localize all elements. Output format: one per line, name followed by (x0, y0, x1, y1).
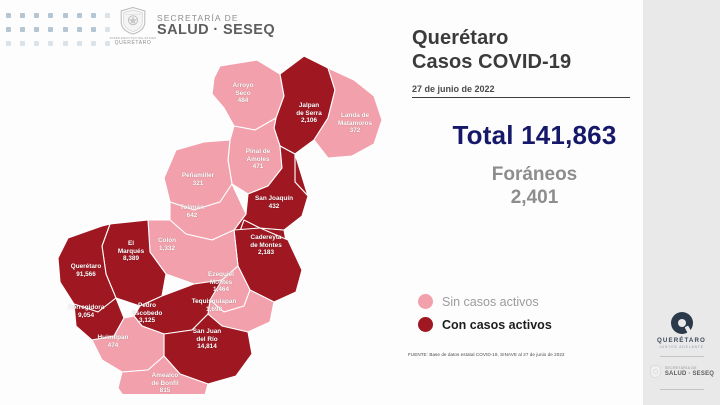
region-jalpan-de-serra (273, 55, 336, 155)
dot-icon (6, 40, 11, 46)
dot-icon (6, 12, 11, 18)
foraneos-label: Foráneos (491, 164, 578, 186)
queretaro-crest-icon: PODER EJECUTIVO DEL ESTADO QUERÉTARO (110, 6, 156, 46)
source-note: FUENTE: Base de datos estatal COVID-19, … (408, 352, 565, 357)
legend-item-sin-casos: Sin casos activos (418, 294, 552, 309)
header-seseq-logo: PODER EJECUTIVO DEL ESTADO QUERÉTARO SEC… (110, 6, 275, 46)
footer-logo-group: QUERÉTARO JUNTOS ADELANTE SECRETARÍA DE … (643, 312, 720, 390)
queretaro-q-icon (670, 312, 693, 334)
dot-icon (104, 26, 110, 32)
legend-swatch-inactive (418, 294, 433, 309)
footer-seseq-line1: SECRETARÍA DE (664, 366, 697, 371)
map-legend: Sin casos activos Con casos activos (418, 294, 552, 340)
dot-row (6, 8, 110, 22)
seseq-wordmark: SECRETARÍA DE SALUD · SESEQ (157, 12, 275, 38)
dot-icon (76, 40, 82, 46)
logo-divider (659, 356, 704, 357)
title-line-1: Querétaro (412, 27, 509, 49)
right-side-panel (643, 0, 720, 405)
foraneos-value: 2,401 (510, 187, 559, 209)
legend-swatch-active (418, 317, 433, 332)
queretaro-choropleth-map: Arroyo Seco 484 Jalpan de Serra 2,106 La… (52, 34, 402, 394)
total-cases: Total 141,863 (452, 120, 617, 151)
region-cadereyta-body (233, 145, 309, 243)
dot-icon (90, 26, 96, 32)
dot-icon (90, 12, 96, 18)
region-huimilpan (91, 315, 165, 373)
date-underline (412, 96, 630, 99)
dot-icon (62, 12, 68, 18)
logo-divider-bottom (659, 389, 704, 390)
dot-icon (20, 12, 26, 18)
dot-icon (34, 12, 40, 18)
crest-caption: PODER EJECUTIVO DEL ESTADO QUERÉTARO (109, 36, 157, 46)
dot-icon (6, 26, 11, 32)
page-title: Querétaro Casos COVID-19 (412, 26, 657, 75)
dot-icon (90, 40, 96, 46)
dot-icon (104, 40, 110, 46)
dot-icon (62, 26, 68, 32)
dot-icon (20, 40, 26, 46)
title-line-2: Casos COVID-19 (412, 51, 572, 74)
footer-seseq-logo: SECRETARÍA DE SALUD · SESEQ (649, 364, 714, 380)
dot-icon (62, 40, 68, 46)
info-column: Querétaro Casos COVID-19 27 de junio de … (412, 26, 657, 209)
legend-label-inactive: Sin casos activos (442, 294, 539, 309)
dot-row (6, 36, 110, 50)
region-landa-de-matamoros (313, 67, 383, 159)
dot-icon (48, 26, 54, 32)
dot-icon (76, 12, 82, 18)
footer-seseq-line2: SALUD · SESEQ (664, 370, 715, 377)
dot-icon (48, 12, 54, 18)
dot-icon (48, 40, 54, 46)
seseq-line2: SALUD · SESEQ (157, 21, 275, 38)
legend-label-active: Con casos activos (442, 317, 552, 332)
dot-grid-decoration (6, 8, 110, 52)
dot-icon (104, 12, 110, 18)
dot-icon (76, 26, 82, 32)
queretaro-crest-small-icon (649, 365, 661, 379)
report-date: 27 de junio de 2022 (412, 83, 495, 94)
dot-icon (34, 40, 40, 46)
region-amealco-de-bonfil (117, 355, 209, 394)
dot-icon (20, 26, 26, 32)
seseq-line1: SECRETARÍA DE (157, 12, 239, 23)
dot-row (6, 22, 110, 36)
legend-item-con-casos: Con casos activos (418, 317, 552, 332)
queretaro-logo-tagline: JUNTOS ADELANTE (659, 345, 704, 349)
queretaro-logo-name: QUERÉTARO (657, 337, 706, 344)
dot-icon (34, 26, 40, 32)
